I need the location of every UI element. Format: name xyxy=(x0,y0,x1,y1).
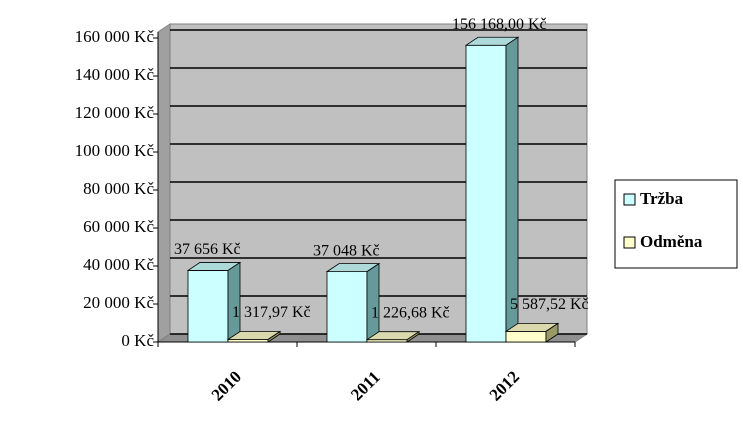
legend-swatch xyxy=(623,193,636,206)
bar xyxy=(465,44,507,343)
y-tick-label: 100 000 Kč xyxy=(75,141,155,160)
x-tick-label: 2012 xyxy=(486,367,523,404)
data-label: 1 226,68 Kč xyxy=(371,304,450,321)
bar xyxy=(326,271,368,343)
legend-label: Odměna xyxy=(640,232,703,251)
bar-side xyxy=(366,262,380,343)
bar-side xyxy=(406,330,420,343)
y-tick-label: 40 000 Kč xyxy=(83,255,154,274)
y-tick-label: 160 000 Kč xyxy=(75,27,155,46)
y-tick-label: 120 000 Kč xyxy=(75,103,155,122)
legend-swatch xyxy=(623,236,636,249)
y-tick-label: 20 000 Kč xyxy=(83,293,154,312)
data-label: 37 048 Kč xyxy=(313,242,380,259)
bar xyxy=(187,270,229,343)
bar-side xyxy=(267,330,281,343)
x-tick-label: 2010 xyxy=(208,367,245,404)
y-tick-label: 0 Kč xyxy=(121,331,154,350)
side-wall xyxy=(157,23,171,343)
bar xyxy=(505,330,547,343)
bar-side xyxy=(545,322,559,343)
y-tick-label: 60 000 Kč xyxy=(83,217,154,236)
data-label: 1 317,97 Kč xyxy=(232,304,311,321)
bar-side xyxy=(227,261,241,343)
x-tick-label: 2011 xyxy=(347,367,384,404)
y-tick-label: 140 000 Kč xyxy=(75,65,155,84)
legend-label: Tržba xyxy=(640,189,684,208)
data-label: 156 168,00 Kč xyxy=(452,16,547,33)
data-label: 5 587,52 Kč xyxy=(510,296,589,313)
data-label: 37 656 Kč xyxy=(174,241,241,258)
y-tick-label: 80 000 Kč xyxy=(83,179,154,198)
